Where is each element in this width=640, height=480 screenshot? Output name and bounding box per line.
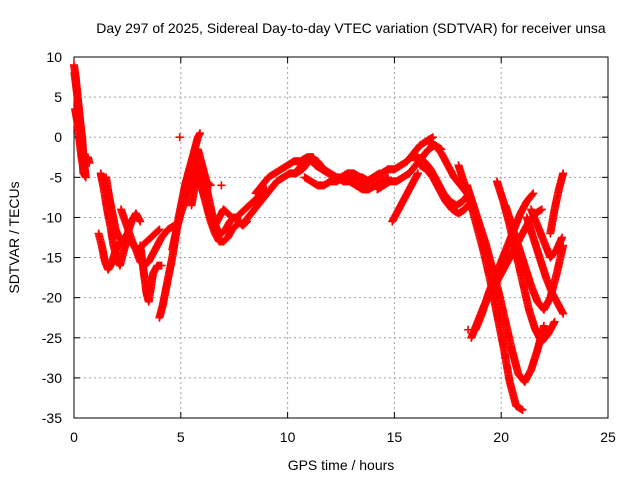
series-arc-31	[546, 169, 568, 238]
series-isolated-5	[175, 133, 184, 142]
data-point	[136, 217, 145, 226]
data-point	[559, 169, 568, 178]
data-point	[464, 325, 473, 334]
y-axis-label: SDTVAR / TECUs	[6, 181, 22, 293]
data-point	[428, 133, 437, 142]
x-tick-label: 5	[177, 429, 185, 445]
chart-axes: 0 5 10 15 20 25 10 5 0 -5 -10 -15 -20 -25 -30 -35	[42, 49, 616, 445]
data-point	[155, 225, 164, 234]
data-point	[528, 190, 537, 199]
x-tick-label: 20	[493, 429, 509, 445]
x-tick-label: 10	[280, 429, 296, 445]
data-point	[196, 129, 205, 138]
series-arc-25	[454, 161, 527, 414]
data-point	[537, 205, 546, 214]
y-tick-label: -15	[42, 250, 62, 266]
series-arc-6	[136, 241, 166, 306]
data-point	[559, 309, 568, 318]
data-point	[550, 317, 559, 326]
y-tick-label: -25	[42, 330, 62, 346]
series-isolated-7	[217, 181, 226, 190]
data-point	[517, 405, 526, 414]
data-point	[558, 233, 567, 242]
series-arc-11	[210, 185, 271, 230]
series-early-arc-d	[71, 105, 89, 180]
series-arc-19	[388, 169, 422, 226]
y-tick-label: 10	[46, 49, 62, 65]
series-arc-26	[463, 181, 548, 386]
data-point	[80, 171, 89, 180]
y-tick-label: -30	[42, 370, 62, 386]
data-point	[536, 206, 545, 215]
data-point	[217, 181, 226, 190]
chart-title: Day 297 of 2025, Sidereal Day-to-day VTE…	[96, 20, 606, 36]
x-axis-label: GPS time / hours	[288, 457, 395, 473]
series-arc-30	[527, 205, 567, 262]
y-tick-label: -20	[42, 290, 62, 306]
series-isolated-18	[464, 325, 473, 334]
series-arc-21	[416, 161, 476, 218]
data-series	[70, 61, 568, 414]
series-early-isolated	[83, 153, 94, 167]
data-point	[175, 133, 184, 142]
series-arc-29	[522, 213, 568, 318]
series-arc-22	[424, 137, 472, 198]
data-point	[539, 321, 548, 330]
y-tick-label: 0	[54, 129, 62, 145]
data-point	[157, 261, 166, 270]
plot-area-border	[73, 56, 609, 419]
data-point	[85, 158, 94, 167]
y-tick-label: -35	[42, 410, 62, 426]
x-tick-label: 25	[600, 429, 616, 445]
y-tick-label: -5	[50, 169, 63, 185]
y-tick-label: -10	[42, 209, 62, 225]
data-point	[413, 169, 422, 178]
data-point	[518, 405, 527, 414]
data-point	[154, 226, 163, 235]
data-point	[529, 189, 538, 198]
x-tick-label: 15	[387, 429, 403, 445]
y-tick-label: 5	[54, 89, 62, 105]
x-tick-label: 0	[70, 429, 78, 445]
